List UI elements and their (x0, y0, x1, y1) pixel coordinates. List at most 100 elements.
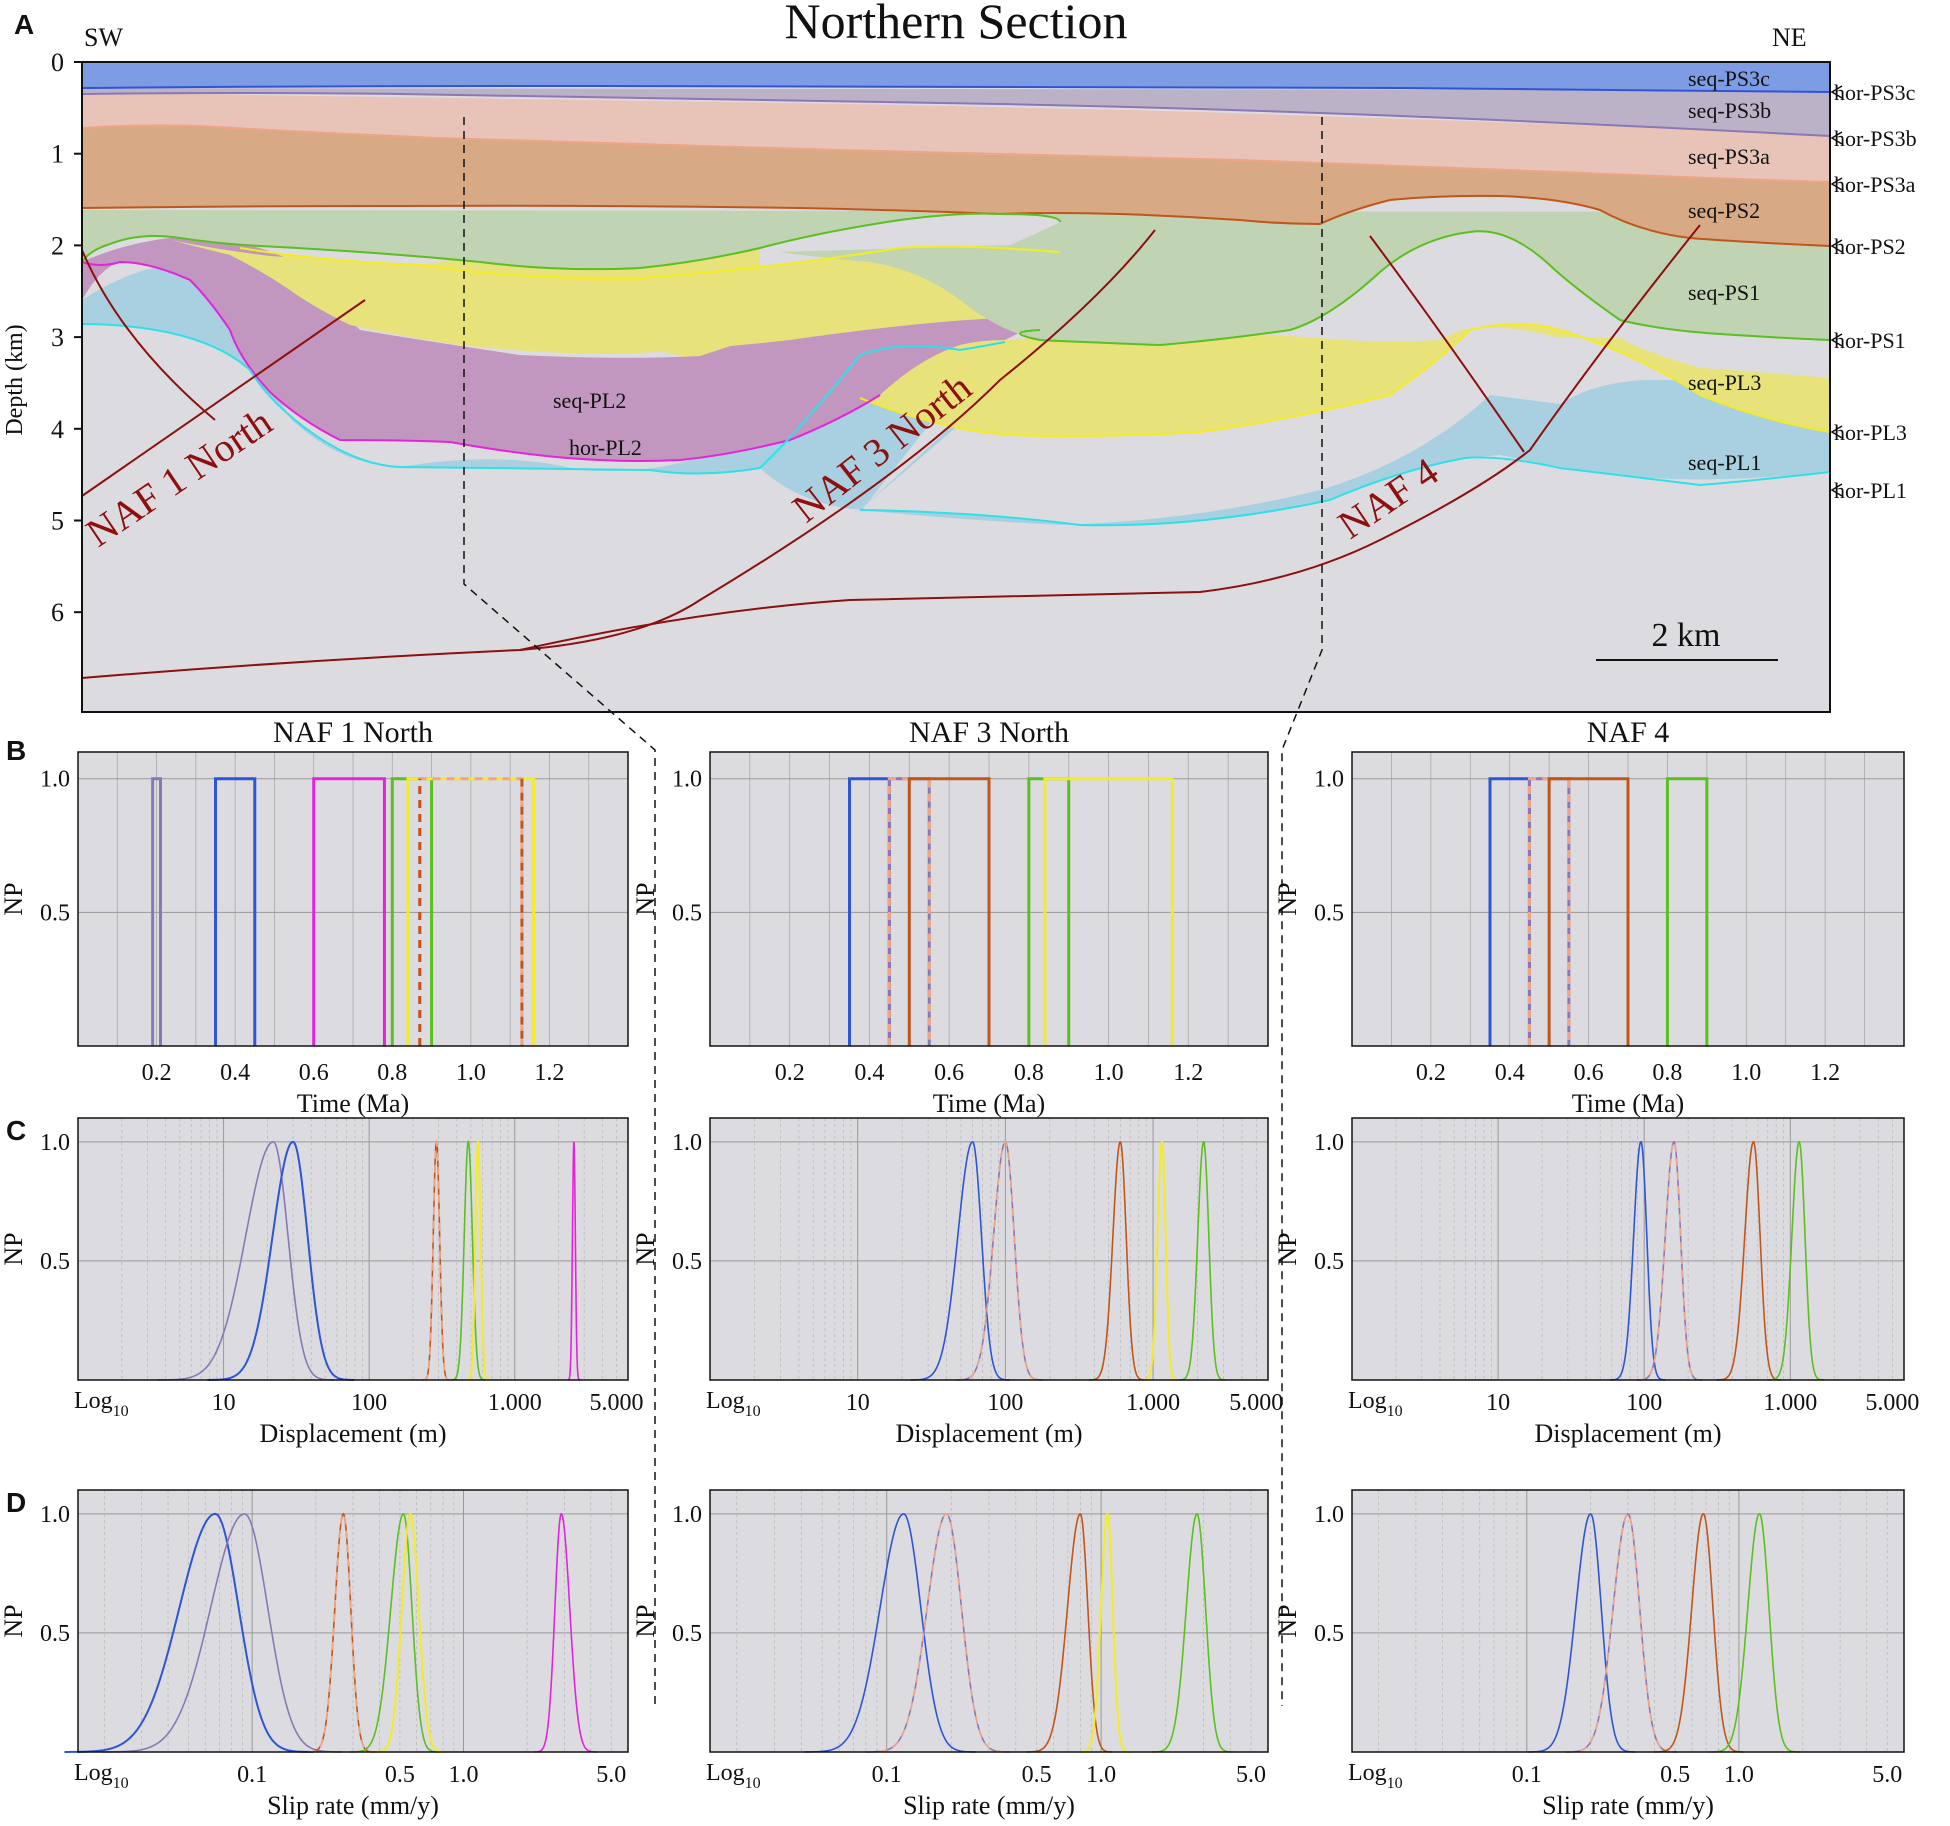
x-tick-label: 0.5 (1022, 1762, 1052, 1788)
y-tick-label: 0.5 (672, 1621, 702, 1647)
label-hor-ps3b: hor-PS3b (1834, 126, 1917, 151)
y-tick-label: 0.5 (1314, 1621, 1344, 1647)
chart-b-3: 0.5 1.0 NP 0.2 0.4 0.6 0.8 1.0 1.2 NAF 4 Time (Ma) (1273, 716, 1905, 1118)
series-ps3c (214, 777, 257, 1046)
x-tick-label: 1.0 (1094, 1060, 1124, 1086)
label-seq-pl1: seq-PL1 (1688, 450, 1761, 475)
series-ps1 (451, 1140, 486, 1381)
x-tick-label: 5.000 (1865, 1390, 1919, 1416)
x-tick-label: 0.4 (854, 1060, 884, 1086)
layer-ps3c (82, 62, 1830, 92)
fault-naf3 (81, 229, 1156, 679)
chart-frame (1351, 1117, 1905, 1381)
x-tick-label: 1.0 (1731, 1060, 1761, 1086)
chart-frame (1351, 1489, 1905, 1753)
y-tick-label: 0.5 (672, 900, 702, 926)
depth-tick-label: 2 (51, 231, 64, 260)
chart-c-3: 0.5 1.0 NP 10 100 1.000 5.000 Log10 Displacement… (1273, 1117, 1919, 1448)
y-axis-label: NP (1273, 1232, 1302, 1265)
chart-title: NAF 1 North (273, 716, 433, 749)
series-ps2 (1089, 1140, 1146, 1381)
chart-frame (77, 1117, 629, 1381)
layer-ps1 (82, 210, 1830, 345)
x-axis-label: Slip rate (mm/y) (1542, 1791, 1714, 1820)
x-tick-label: 5.000 (589, 1390, 643, 1416)
x-tick-label: 1.0 (1086, 1762, 1116, 1788)
label-seq-pl3: seq-PL3 (1688, 370, 1761, 395)
series-ps3c (910, 1140, 1010, 1381)
x-tick-label: 1.2 (534, 1060, 564, 1086)
chart-frame (1351, 751, 1905, 1047)
x-tick-label: 10 (212, 1390, 236, 1416)
x-tick-label: 1.000 (1126, 1390, 1180, 1416)
depth-tick-label: 5 (51, 507, 64, 536)
connector-left (463, 117, 656, 1706)
x-tick-label: 0.1 (237, 1762, 267, 1788)
chart-frame (77, 751, 629, 1047)
y-tick-label: 1.0 (40, 1502, 70, 1528)
label-seq-pl2: seq-PL2 (553, 388, 626, 413)
chart-frame (709, 1117, 1269, 1381)
layer-pl2 (82, 236, 1118, 461)
x-tick-label: 100 (987, 1390, 1023, 1416)
layer-ps2 (82, 122, 1830, 246)
log-subscript: 10 (745, 1403, 761, 1420)
series-ps1 (1151, 1513, 1234, 1753)
y-tick-label: 0.5 (1314, 1249, 1344, 1275)
y-tick-label: 1.0 (672, 767, 702, 793)
x-tick-label: 0.5 (1660, 1762, 1690, 1788)
x-axis-label: Displacement (m) (1535, 1419, 1722, 1448)
chart-title: NAF 3 North (909, 716, 1069, 749)
x-tick-label: 0.2 (1416, 1060, 1446, 1086)
series-ps1 (1768, 1140, 1824, 1381)
chart-frame (709, 751, 1269, 1047)
x-axis-label: Displacement (m) (260, 1419, 447, 1448)
series-pl3 (406, 777, 536, 1046)
horizon-pl2 (81, 260, 881, 462)
label-seq-ps3c: seq-PS3c (1688, 66, 1770, 91)
series-ps2 (907, 777, 991, 1046)
chart-background (1352, 1118, 1904, 1380)
x-tick-label: 1.0 (1724, 1762, 1754, 1788)
log-label: Log10 (1348, 1388, 1403, 1420)
x-tick-label: 0.8 (377, 1060, 407, 1086)
label-hor-pl3: hor-PL3 (1834, 420, 1907, 445)
panel-letter-d: D (6, 1487, 26, 1518)
series-pl2 (312, 777, 386, 1046)
y-tick-label: 0.5 (40, 1249, 70, 1275)
x-tick-label: 0.2 (142, 1060, 172, 1086)
y-tick-label: 0.5 (672, 1249, 702, 1275)
chart-title: NAF 4 (1587, 716, 1670, 749)
series-pl3 (1080, 1512, 1130, 1753)
layer-ps3b (82, 88, 1830, 136)
series-ps1 (1710, 1512, 1800, 1753)
label-hor-ps3c: hor-PS3c (1834, 80, 1916, 105)
fault-naf4 (1369, 235, 1525, 453)
depth-tick-label: 4 (51, 415, 64, 444)
layer-ps3a (82, 92, 1830, 182)
label-hor-ps3a: hor-PS3a (1834, 172, 1916, 197)
x-axis-label: Time (Ma) (297, 1089, 409, 1118)
direction-left: SW (84, 23, 123, 52)
chart-frame (77, 1489, 629, 1753)
horizon-ps3a (81, 124, 1831, 183)
section-frame (81, 61, 1831, 713)
horizon-arrow-icon (1830, 131, 1843, 145)
series-ps1 (1665, 777, 1709, 1046)
log-label: Log10 (706, 1760, 761, 1792)
y-tick-label: 0.5 (40, 900, 70, 926)
series-ps3a (865, 1513, 1010, 1753)
y-tick-label: 1.0 (672, 1130, 702, 1156)
chart-d-1: 0.5 1.0 NP 0.1 0.5 1.0 5.0 Log10 Slip rate (mm/y… (0, 1489, 629, 1820)
x-tick-label: 0.8 (1652, 1060, 1682, 1086)
chart-frame (709, 1489, 1269, 1753)
series-ps3a (422, 1139, 450, 1381)
log-subscript: 10 (745, 1775, 761, 1792)
chart-background (78, 1118, 628, 1380)
series-ps1 (1178, 1140, 1226, 1381)
log-subscript: 10 (1387, 1403, 1403, 1420)
y-tick-label: 1.0 (1314, 1502, 1344, 1528)
y-tick-label: 0.5 (40, 1621, 70, 1647)
series-ps1 (350, 1512, 440, 1753)
label-hor-pl1: hor-PL1 (1834, 478, 1907, 503)
